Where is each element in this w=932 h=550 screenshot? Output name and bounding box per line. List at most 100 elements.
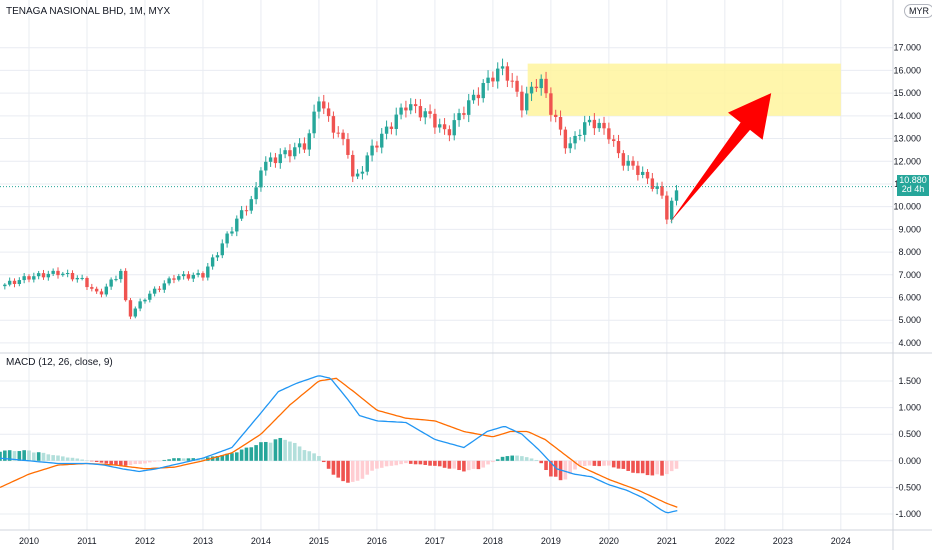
candle-body	[70, 273, 75, 280]
histogram-bar	[621, 460, 626, 469]
candle-body	[297, 143, 302, 148]
candle-body	[312, 111, 316, 134]
histogram-bar	[418, 460, 423, 465]
histogram-bar	[534, 459, 539, 461]
histogram-bar	[94, 460, 99, 463]
histogram-bar	[529, 458, 534, 461]
histogram-bar	[186, 458, 191, 461]
histogram-bar	[234, 452, 239, 461]
year-tick-label: 2015	[309, 536, 329, 546]
histogram-bar	[389, 460, 394, 466]
histogram-bar	[336, 460, 341, 478]
histogram-bar	[283, 439, 287, 461]
year-tick-label: 2016	[367, 536, 387, 546]
histogram-bar	[582, 460, 587, 467]
candle-body	[138, 301, 142, 309]
candle-body	[597, 122, 601, 129]
histogram-bar	[80, 459, 84, 461]
candle-body	[384, 126, 389, 134]
histogram-bar	[437, 460, 442, 467]
candle-body	[360, 171, 365, 174]
histogram-bar	[0, 451, 2, 461]
candle-body	[104, 286, 109, 295]
histogram-bar	[215, 456, 220, 461]
candle-body	[109, 279, 113, 287]
macd-indicator-label[interactable]: MACD (12, 26, close, 9)	[6, 357, 113, 368]
histogram-bar	[515, 455, 519, 461]
currency-badge[interactable]: MYR	[904, 4, 932, 18]
histogram-bar	[41, 452, 46, 461]
histogram-bar	[99, 460, 104, 463]
candle-body	[206, 266, 210, 278]
candle-body	[476, 94, 481, 99]
price-tick-label: 14.000	[893, 111, 921, 121]
price-tick-label: 9.000	[898, 224, 921, 234]
candle-body	[399, 107, 403, 115]
candle-body	[578, 134, 582, 136]
candle-body	[201, 273, 205, 278]
candle-body	[544, 78, 548, 94]
histogram-bar	[70, 457, 75, 461]
price-axis-labels: 4.0005.0006.0007.0008.0009.00010.00011.0…	[893, 43, 921, 348]
candle-body	[389, 126, 394, 129]
histogram-bar	[413, 460, 418, 465]
candle-body	[172, 278, 176, 280]
price-tick-label: 17.000	[893, 43, 921, 53]
macd-tick-label: -0.500	[895, 482, 921, 492]
candle-body	[341, 132, 345, 140]
histogram-bar	[466, 460, 471, 471]
candle-body	[462, 113, 466, 115]
histogram-bar	[22, 450, 26, 461]
candle-body	[640, 171, 645, 175]
candle-body	[283, 150, 287, 155]
histogram-bar	[273, 439, 278, 461]
candle-body	[307, 133, 311, 150]
histogram-bar	[104, 460, 109, 464]
candle-body	[655, 186, 659, 189]
histogram-bar	[259, 442, 263, 461]
macd-histogram	[0, 437, 679, 483]
histogram-bar	[317, 456, 321, 461]
histogram-bar	[56, 455, 60, 461]
candle-body	[133, 308, 138, 317]
candle-body	[230, 231, 234, 234]
macd-tick-label: 0.500	[898, 429, 921, 439]
candle-body	[293, 147, 297, 157]
histogram-bar	[404, 460, 408, 464]
candle-body	[573, 135, 577, 144]
last-price-value: 10.880	[899, 175, 927, 185]
candle-body	[302, 143, 307, 150]
macd-tick-label: 1.500	[898, 376, 921, 386]
histogram-bar	[384, 460, 389, 467]
histogram-bar	[201, 458, 205, 461]
candle-body	[167, 278, 171, 284]
histogram-bar	[573, 460, 577, 470]
year-tick-label: 2019	[541, 536, 561, 546]
candle-body	[587, 119, 592, 123]
histogram-bar	[500, 456, 505, 461]
histogram-bar	[631, 460, 635, 473]
price-tick-label: 7.000	[898, 270, 921, 280]
candle-body	[442, 124, 447, 130]
candle-body	[27, 276, 31, 280]
price-tick-label: 10.000	[893, 202, 921, 212]
candle-body	[491, 77, 495, 82]
candle-body	[65, 273, 70, 275]
macd-lines	[0, 375, 678, 514]
histogram-bar	[191, 458, 196, 461]
last-price-tag: 10.880 2d 4h	[897, 175, 929, 196]
histogram-bar	[85, 460, 89, 461]
candle-body	[505, 66, 510, 81]
histogram-bar	[302, 450, 307, 461]
candle-body	[220, 243, 224, 256]
histogram-bar	[476, 460, 481, 470]
candle-body	[51, 270, 55, 274]
candle-body	[244, 210, 249, 212]
signal-line	[0, 377, 678, 508]
histogram-bar	[645, 460, 650, 476]
histogram-bar	[346, 460, 350, 483]
candle-body	[558, 117, 563, 130]
histogram-bar	[230, 453, 234, 461]
candle-body	[143, 299, 147, 302]
